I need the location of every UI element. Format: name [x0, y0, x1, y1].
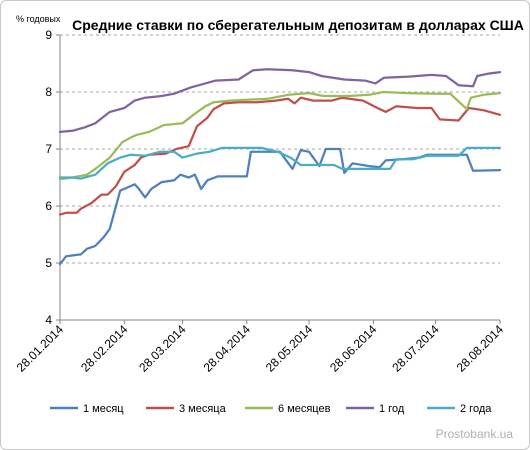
series-line-1 [58, 147, 502, 266]
x-tick-label: 28.06.2014 [327, 322, 380, 375]
x-tick-label: 28.04.2014 [201, 322, 254, 375]
x-tick-label: 28.01.2014 [14, 322, 67, 375]
y-tick-label: 5 [45, 256, 52, 270]
series-lines [58, 68, 502, 266]
y-tick-label: 4 [45, 313, 52, 327]
legend-label: 6 месяцев [278, 403, 331, 415]
legend: 1 месяц 3 месяца 6 месяцев 1 год 2 года [50, 403, 492, 415]
y-tick-label: 6 [45, 199, 52, 213]
series-line-3 [58, 90, 502, 181]
gridlines [60, 34, 500, 264]
x-tick-label: 28.07.2014 [389, 322, 442, 375]
y-tick-label: 8 [45, 85, 52, 99]
y-axis-unit-label: % годовых [16, 14, 61, 24]
y-tick-label: 7 [45, 142, 52, 156]
legend-label: 1 месяц [83, 403, 124, 415]
legend-label: 2 года [460, 403, 492, 415]
legend-label: 3 месяца [179, 403, 227, 415]
series-line-5 [58, 146, 502, 180]
x-tick-label: 28.02.2014 [78, 322, 131, 375]
y-tick-label: 9 [45, 28, 52, 42]
series-line-2 [58, 96, 502, 216]
series-line-4 [58, 68, 502, 134]
x-tick-label: 28.03.2014 [136, 322, 189, 375]
x-tick-label: 28.08.2014 [454, 322, 507, 375]
watermark-text: Prostobank.ua [436, 427, 514, 441]
legend-label: 1 год [379, 403, 405, 415]
x-tick-label: 28.05.2014 [263, 322, 316, 375]
chart-title: Средние ставки по сберегательным депозит… [72, 17, 524, 33]
